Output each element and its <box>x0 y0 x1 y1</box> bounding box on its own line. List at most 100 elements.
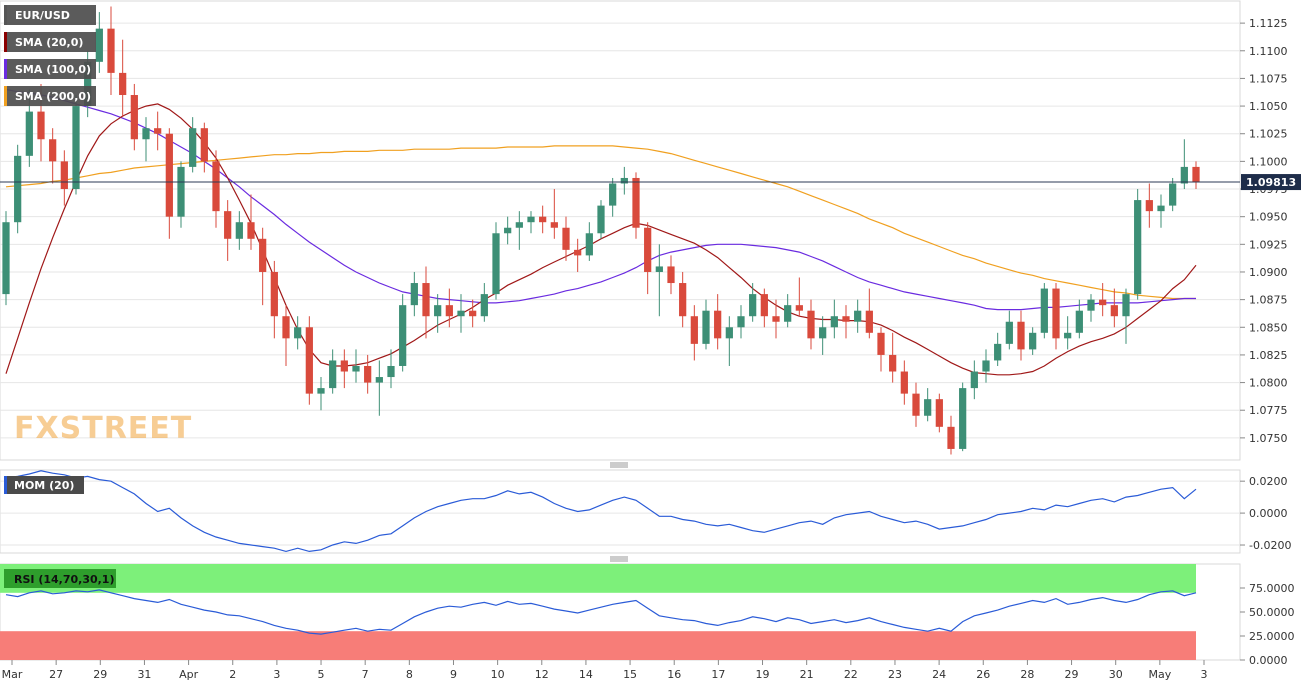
candle-body <box>1017 321 1025 350</box>
y-tick-label: 1.0800 <box>1249 377 1288 390</box>
x-tick-label: 14 <box>579 668 593 681</box>
candle-body <box>457 310 465 317</box>
candle-body <box>609 183 617 206</box>
candle <box>667 255 675 295</box>
candle-body <box>959 388 967 449</box>
candle <box>375 360 383 416</box>
candle-body <box>784 305 792 322</box>
candle-body <box>469 310 477 317</box>
candle-body <box>865 310 873 333</box>
candle <box>550 189 558 239</box>
candle-body <box>597 205 605 234</box>
candle-body <box>294 327 302 339</box>
candle-body <box>142 128 150 140</box>
candle-body <box>270 271 278 317</box>
candle <box>994 332 1002 366</box>
candle <box>1169 177 1177 212</box>
legend-item-bg <box>4 32 96 52</box>
candle-body <box>95 28 103 62</box>
candle-body <box>550 222 558 228</box>
candle <box>632 172 640 239</box>
candle <box>445 288 453 328</box>
candle <box>679 271 687 328</box>
x-tick-label: 21 <box>800 668 814 681</box>
candle-body <box>1005 321 1013 344</box>
candle <box>772 299 780 339</box>
candle-body <box>1134 200 1142 295</box>
candle-body <box>912 393 920 416</box>
candle-body <box>49 139 57 162</box>
candle-body <box>317 388 325 394</box>
candle-body <box>679 283 687 317</box>
candle-body <box>25 111 33 156</box>
y-tick-label: 1.1025 <box>1249 128 1288 141</box>
candle-body <box>422 283 430 317</box>
candle <box>457 294 465 333</box>
x-tick-label: 23 <box>888 668 902 681</box>
panel-resize-handle[interactable] <box>610 462 628 468</box>
candle-body <box>1192 166 1200 183</box>
candle-body <box>655 266 663 272</box>
y-tick-label: 1.0900 <box>1249 266 1288 279</box>
candle <box>889 332 897 383</box>
candle-body <box>924 399 932 416</box>
x-tick-label: Mar <box>2 668 23 681</box>
candle <box>399 294 407 372</box>
candle <box>480 283 488 322</box>
candle-body <box>854 310 862 322</box>
candle <box>364 354 372 394</box>
candle-body <box>1180 166 1188 184</box>
x-tick-label: 22 <box>844 668 858 681</box>
candle <box>854 299 862 333</box>
mom-line <box>5 470 1197 553</box>
legend-swatch <box>4 32 7 52</box>
candle <box>107 6 115 96</box>
candle <box>247 194 255 250</box>
candle <box>294 316 302 350</box>
candle-body <box>842 316 850 322</box>
candle-body <box>527 216 535 223</box>
candle-body <box>1040 288 1048 333</box>
x-tick-label: Apr <box>179 668 199 681</box>
price-tag: 1.09813 <box>1241 174 1301 191</box>
y-tick-label: 1.0850 <box>1249 321 1288 334</box>
candle-body <box>224 211 232 239</box>
x-tick-label: 9 <box>450 668 457 681</box>
candle <box>924 388 932 422</box>
candle <box>154 111 162 151</box>
x-tick-label: 8 <box>406 668 413 681</box>
candle <box>1157 194 1165 228</box>
candle <box>1075 299 1083 339</box>
x-tick-label: 12 <box>535 668 549 681</box>
candle <box>387 349 395 389</box>
candle-body <box>305 327 313 394</box>
candle-body <box>947 426 955 449</box>
candle-body <box>1064 332 1072 339</box>
candle-body <box>1122 294 1130 317</box>
candle <box>562 216 570 261</box>
legend: EUR/USD SMA (20,0) SMA (100,0) SMA (200,0) <box>4 5 96 106</box>
x-tick-label: 5 <box>318 668 325 681</box>
candle-body <box>889 354 897 372</box>
candle <box>749 283 757 322</box>
rsi-panel: 75.0000 50.0000 25.0000 0.0000 RSI (14,70,3… <box>0 563 1295 667</box>
candle-body <box>725 327 733 339</box>
candle <box>329 349 337 394</box>
candle <box>492 222 500 300</box>
candle <box>95 12 103 73</box>
candle <box>212 150 220 228</box>
panel-resize-handle[interactable] <box>610 556 628 562</box>
y-tick-label: 1.0775 <box>1249 404 1288 417</box>
candle <box>912 382 920 427</box>
y-tick-label: 1.1000 <box>1249 155 1288 168</box>
candle <box>282 305 290 366</box>
fxstreet-logo: FXSTREET <box>14 411 192 446</box>
candle <box>1145 183 1153 228</box>
candle-body <box>14 155 22 223</box>
legend-label: SMA (200,0) <box>15 90 91 103</box>
candle <box>959 382 967 452</box>
candle-body <box>819 327 827 339</box>
candle-body <box>434 305 442 317</box>
candle-body <box>60 161 68 190</box>
y-tick-label: 1.1125 <box>1249 17 1288 30</box>
